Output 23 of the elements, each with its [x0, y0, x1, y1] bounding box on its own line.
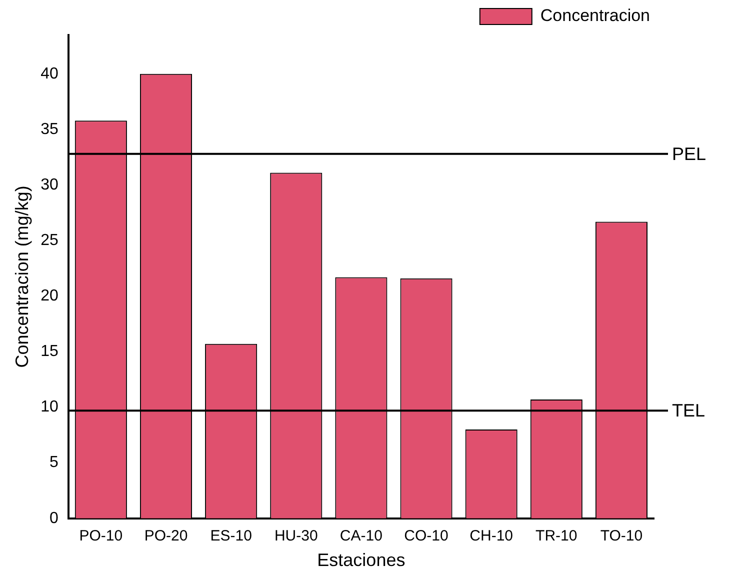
y-tick-label: 10: [40, 398, 58, 416]
y-tick-label: 35: [40, 120, 58, 138]
x-tick-label: CO-10: [404, 528, 448, 545]
legend-label: Concentracion: [540, 6, 650, 26]
y-tick-label: 0: [49, 510, 58, 527]
x-tick-label: TR-10: [536, 528, 578, 545]
x-tick-label: PO-10: [79, 528, 123, 545]
x-tick-label: PO-20: [144, 528, 188, 545]
y-tick-label: 5: [49, 454, 58, 472]
y-tick-label: 20: [40, 288, 58, 305]
y-tick-label: 15: [40, 343, 58, 360]
y-tick-label: 30: [40, 176, 58, 194]
y-axis-title: Concentracion (mg/kg): [12, 186, 32, 368]
x-tick-label: CA-10: [340, 528, 382, 545]
y-tick-label: 40: [40, 65, 58, 82]
ref-line-label: PEL: [672, 144, 706, 164]
ref-line-label: TEL: [672, 400, 706, 421]
x-tick-label: CH-10: [470, 528, 514, 545]
x-axis-title: Estaciones: [317, 550, 406, 570]
y-tick-label: 25: [40, 232, 58, 249]
x-tick-label: ES-10: [210, 528, 252, 545]
x-tick-label: TO-10: [600, 528, 643, 545]
x-tick-label: HU-30: [274, 528, 318, 545]
